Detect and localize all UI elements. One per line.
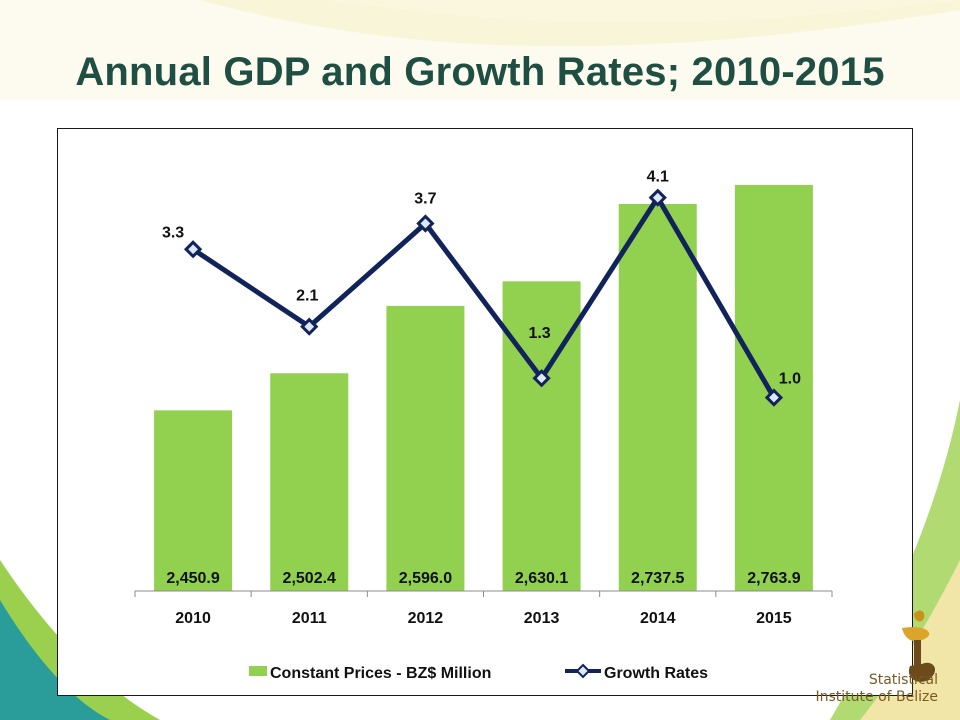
x-tick-label-2010: 2010 bbox=[175, 610, 211, 627]
logo-line-1: Statistical bbox=[868, 672, 938, 688]
growth-label-2015: 1.0 bbox=[779, 371, 801, 388]
bar-label-2015: 2,763.9 bbox=[747, 570, 800, 587]
bar-2012 bbox=[386, 305, 465, 591]
x-tick-label-2011: 2011 bbox=[292, 610, 327, 627]
x-tick-label-2012: 2012 bbox=[408, 610, 444, 627]
bar-label-2010: 2,450.9 bbox=[166, 570, 219, 587]
logo-stem bbox=[914, 640, 921, 666]
bar-label-2013: 2,630.1 bbox=[515, 570, 568, 587]
legend-label-line: Growth Rates bbox=[604, 665, 708, 682]
page-title: Annual GDP and Growth Rates; 2010-2015 bbox=[75, 50, 885, 94]
bar-2013 bbox=[502, 281, 581, 591]
growth-marker-2014 bbox=[648, 188, 667, 207]
bar-label-2012: 2,596.0 bbox=[399, 570, 452, 587]
gdp-growth-chart: 2,450.9 2,502.4 2,596.0 2,630.1 2,737.5 2,763… bbox=[134, 169, 833, 682]
bar-label-2011: 2,502.4 bbox=[283, 570, 336, 587]
legend-swatch-marker bbox=[575, 663, 591, 679]
logo-line-2: Institute of Belize bbox=[815, 689, 939, 705]
growth-label-2011: 2.1 bbox=[296, 288, 318, 305]
institute-logo-text: Statistical Institute of Belize bbox=[798, 672, 939, 706]
legend-label-bar: Constant Prices - BZ$ Million bbox=[270, 665, 491, 682]
growth-label-2014: 4.1 bbox=[647, 169, 669, 186]
x-tick-label-2015: 2015 bbox=[756, 610, 792, 627]
x-tick-label-2013: 2013 bbox=[524, 610, 560, 627]
logo-bowl bbox=[908, 662, 936, 682]
legend-swatch-bar bbox=[249, 666, 267, 676]
growth-marker-2012 bbox=[416, 214, 435, 233]
right-swoosh-gold bbox=[860, 560, 960, 720]
bar-2011 bbox=[270, 373, 349, 591]
growth-marker-2010 bbox=[183, 240, 203, 259]
bar-label-2014: 2,737.5 bbox=[631, 570, 684, 587]
growth-marker-2013 bbox=[532, 369, 551, 388]
bar-2015 bbox=[734, 184, 813, 591]
growth-label-2013: 1.3 bbox=[528, 325, 550, 342]
x-tick-label-2014: 2014 bbox=[640, 610, 676, 627]
growth-marker-2011 bbox=[300, 317, 319, 336]
growth-rate-line bbox=[191, 192, 777, 399]
bar-2014 bbox=[618, 204, 697, 591]
left-swoosh-teal bbox=[0, 600, 110, 720]
logo-dot bbox=[914, 610, 925, 622]
logo-swoosh bbox=[902, 627, 930, 642]
bar-2010 bbox=[154, 410, 233, 591]
title-band bbox=[0, 0, 960, 100]
chart-area: 2,450.9 2,502.4 2,596.0 2,630.1 2,737.5 2,763… bbox=[57, 128, 913, 696]
growth-label-2010: 3.3 bbox=[162, 224, 184, 241]
growth-marker-2015 bbox=[764, 388, 784, 407]
growth-label-2012: 3.7 bbox=[414, 190, 436, 207]
institute-logo-icon bbox=[902, 610, 936, 682]
